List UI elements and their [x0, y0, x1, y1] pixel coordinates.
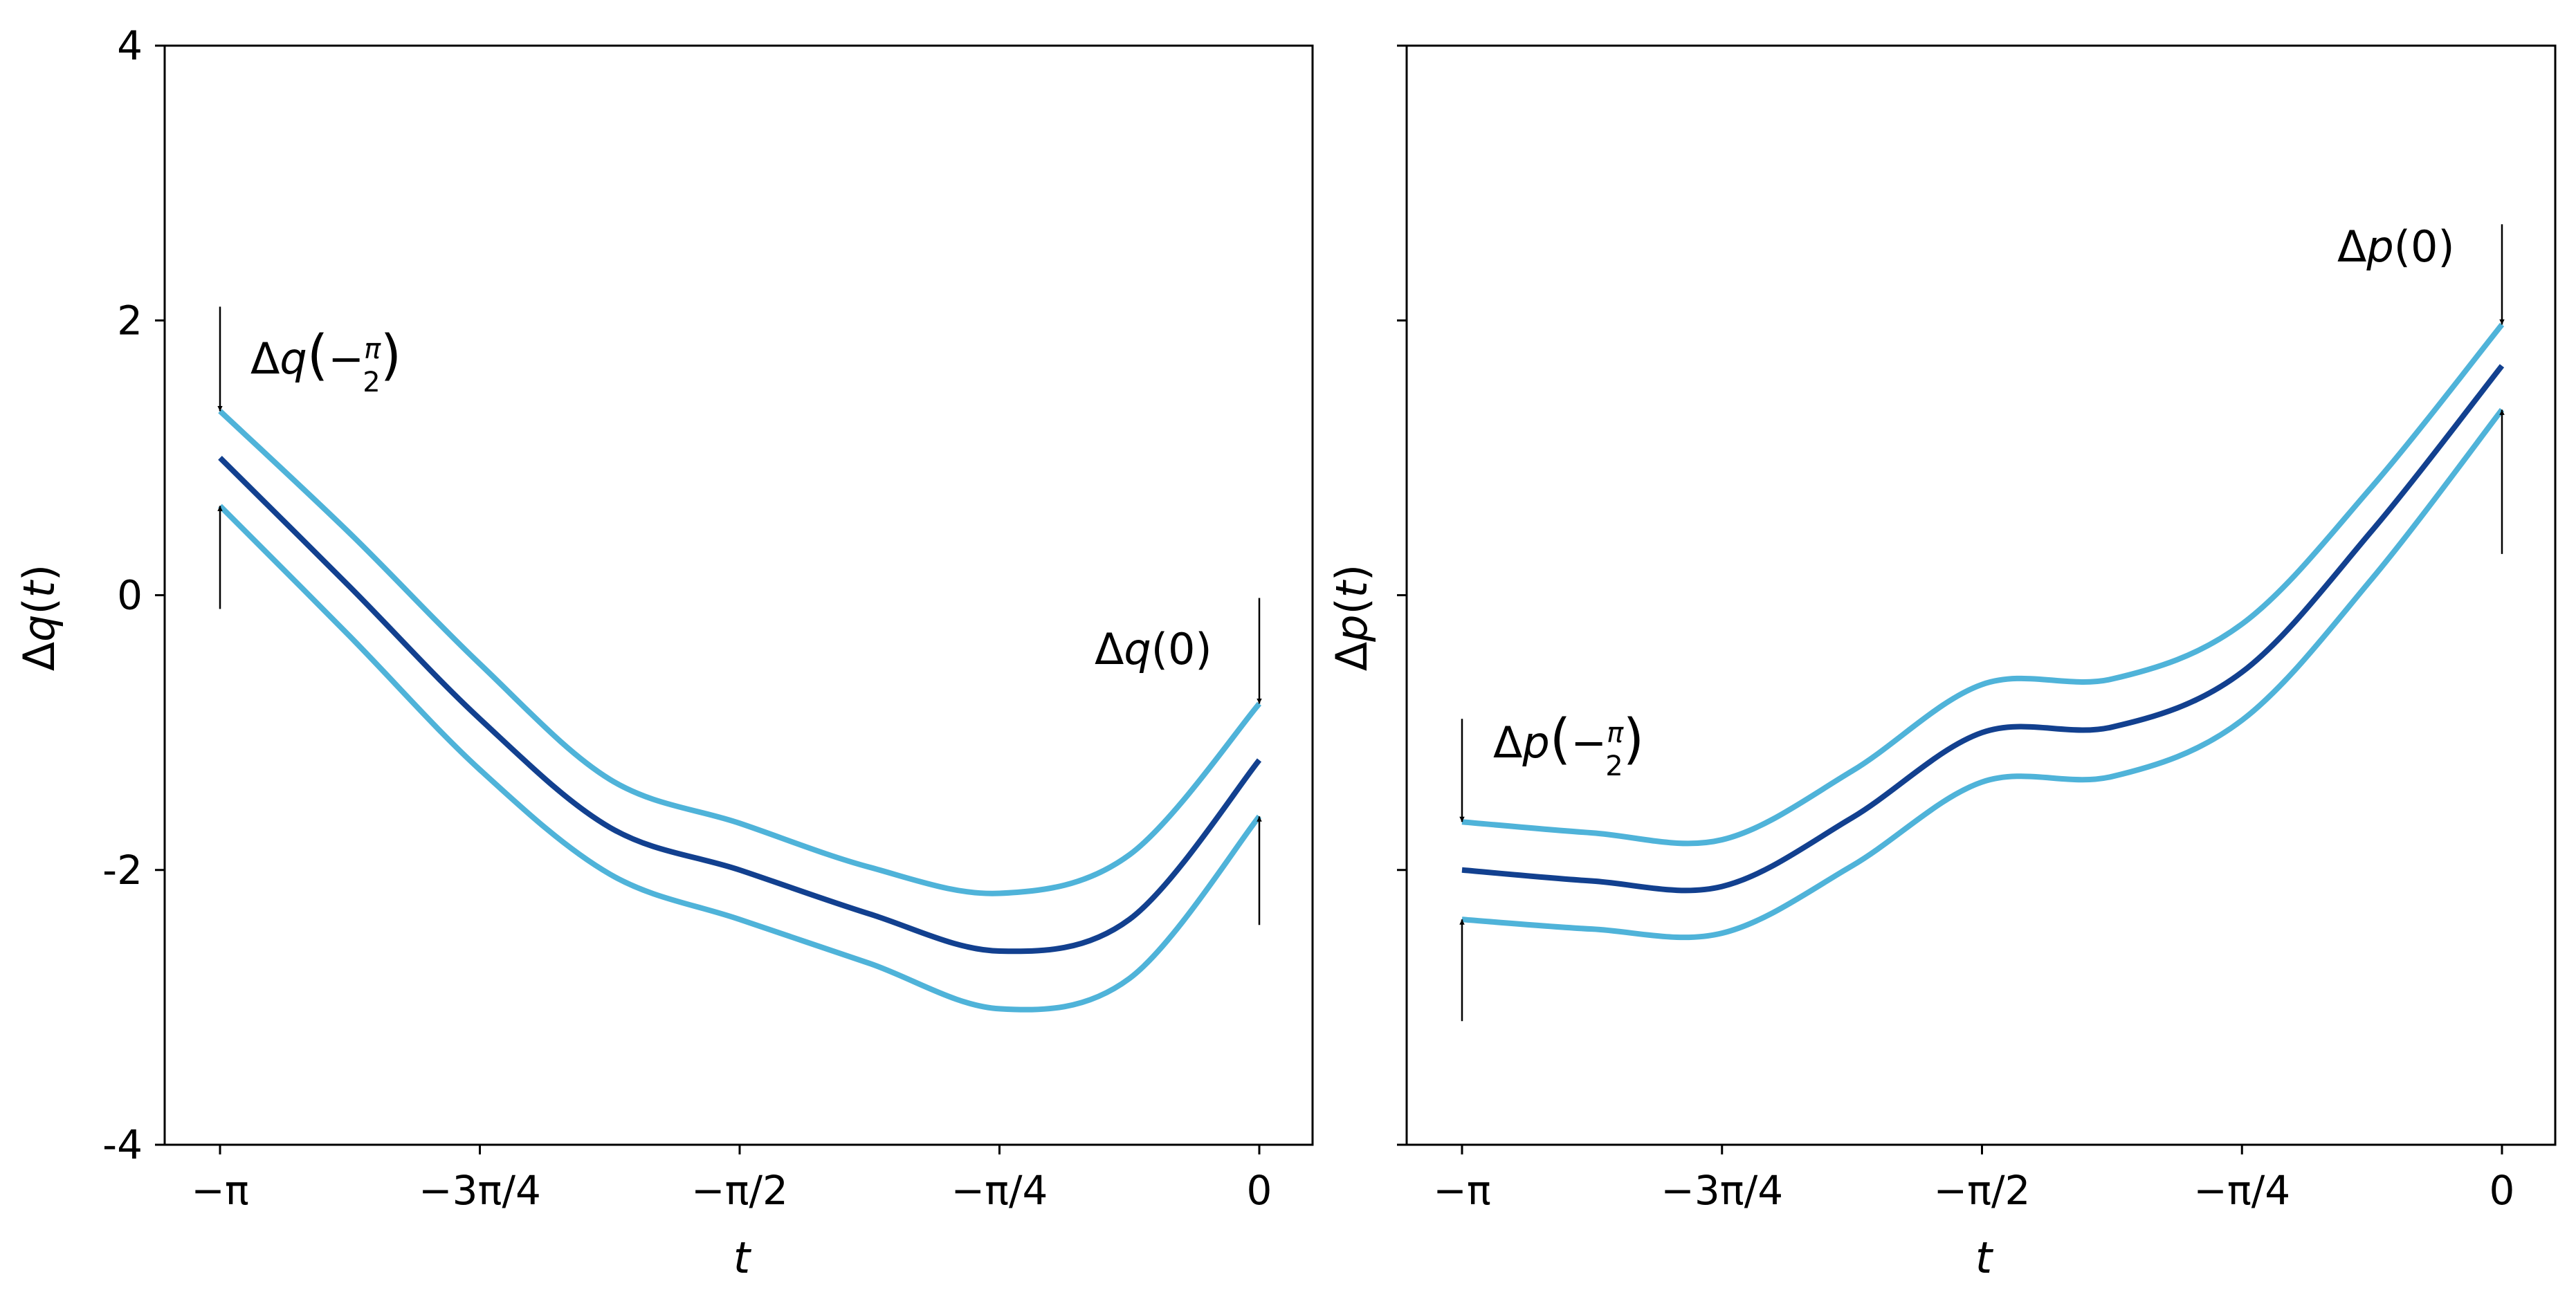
left-x-tick-label: 0	[1247, 1167, 1272, 1214]
left-y-axis-label: Δq(t)	[14, 564, 64, 672]
left-y-tick-label: 4	[117, 22, 143, 69]
left-y-tick-label: -4	[102, 1121, 143, 1168]
right-x-tick-label: −π/4	[2193, 1167, 2290, 1214]
left-y-tick-label: -2	[102, 847, 143, 894]
right-plot-frame	[1405, 44, 2557, 1146]
right-series-lower-line	[1461, 407, 2505, 941]
right-x-tick-label: −3π/4	[1661, 1167, 1783, 1214]
left-panel: Δq(t) t Δq(−π 2) Δq(0) −π −3π/4 −π/2 −π/4 0 4 2…	[14, 22, 1314, 1283]
left-series-upper-line	[218, 409, 1262, 896]
left-x-tick-label: −π	[191, 1167, 249, 1214]
right-y-axis-label: Δp(t)	[1326, 564, 1377, 672]
left-annotation-q-0: Δq(0)	[1095, 624, 1212, 674]
right-series-upper-line	[1461, 322, 2505, 847]
left-x-tick-label: −3π/4	[419, 1167, 541, 1214]
left-y-tick-label: 2	[117, 297, 143, 344]
left-x-axis-label: t	[733, 1233, 752, 1283]
left-annotation-q-minus-pi-half: Δq(−π 2)	[250, 324, 401, 398]
right-panel: Δp(t) t Δp(−π 2) Δp(0) −π −3π/4 −π/2 −π/4 0	[1326, 44, 2557, 1283]
right-x-tick-label: 0	[2490, 1167, 2515, 1214]
right-annotation-p-minus-pi-half: Δp(−π 2)	[1493, 708, 1644, 782]
right-x-tick-label: −π	[1433, 1167, 1491, 1214]
left-y-tick-label: 0	[117, 572, 143, 619]
left-series-center-line	[218, 456, 1262, 955]
left-series-lower-line	[218, 504, 1262, 1013]
right-series-center-line	[1461, 364, 2505, 894]
svg-text:Δq(−π2): Δq(−π 2)	[250, 324, 401, 398]
svg-text:Δp(0): Δp(0)	[2337, 221, 2455, 272]
left-plot-frame	[163, 44, 1314, 1146]
left-x-tick-label: −π/2	[691, 1167, 788, 1214]
left-x-tick-label: −π/4	[951, 1167, 1048, 1214]
right-annotation-p-0: Δp(0)	[2337, 221, 2455, 272]
svg-text:Δp(−π2): Δp(−π 2)	[1493, 708, 1644, 782]
svg-text:Δq(0): Δq(0)	[1095, 624, 1212, 674]
right-x-tick-label: −π/2	[1934, 1167, 2031, 1214]
right-x-axis-label: t	[1975, 1233, 1994, 1283]
